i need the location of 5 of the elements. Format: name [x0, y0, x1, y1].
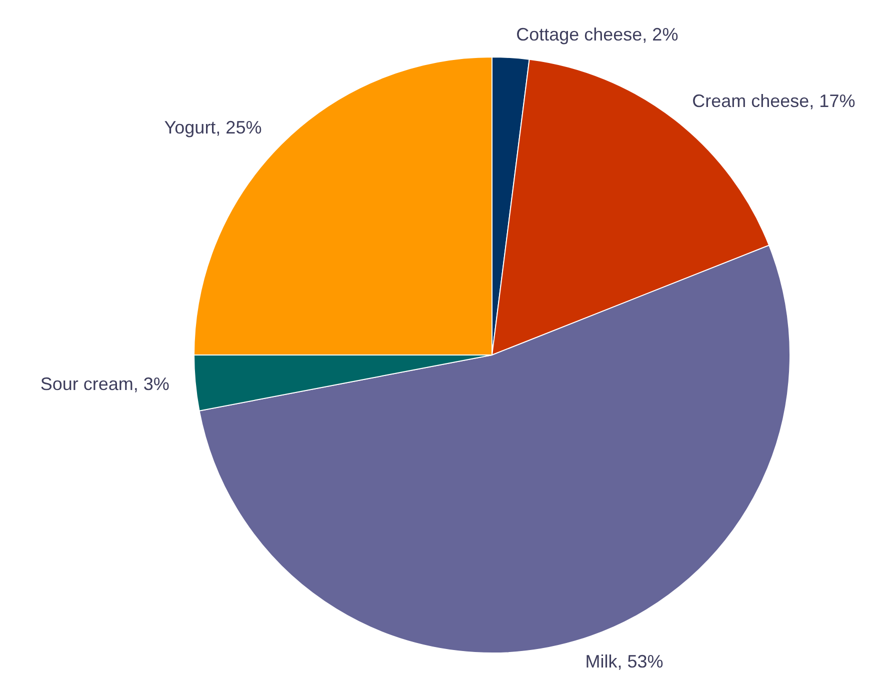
slice-label: Yogurt, 25%	[164, 118, 262, 138]
slice-label: Milk, 53%	[585, 651, 664, 672]
slice-label: Sour cream, 3%	[40, 374, 170, 394]
slice-label: Cottage cheese, 2%	[516, 24, 678, 45]
slice-label: Cream cheese, 17%	[692, 91, 856, 112]
